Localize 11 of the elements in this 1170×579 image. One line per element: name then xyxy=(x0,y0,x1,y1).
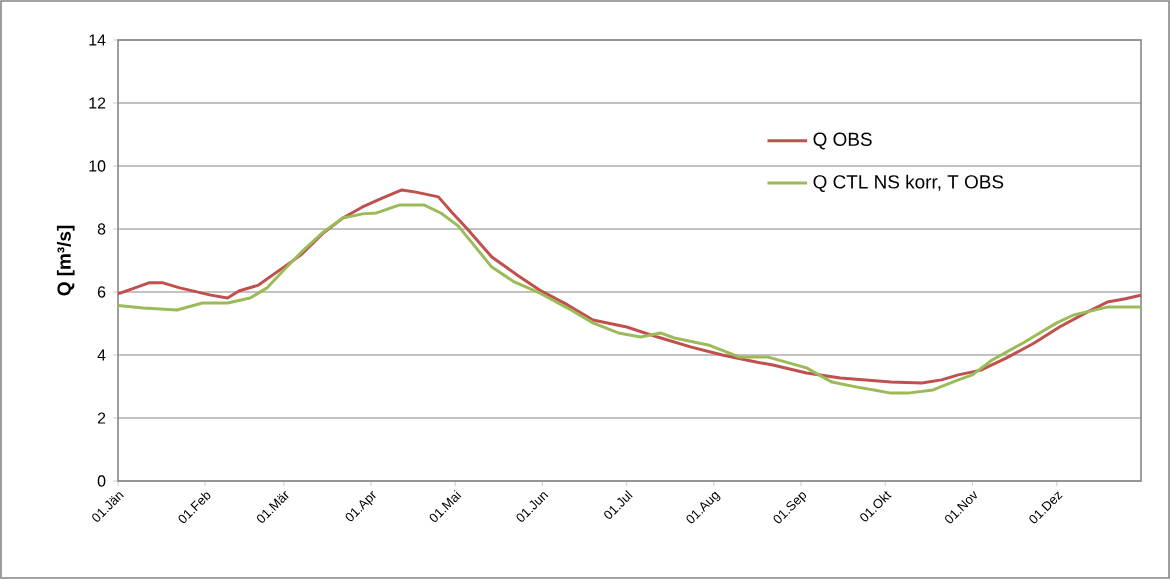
y-tick-label: 6 xyxy=(97,286,106,298)
y-axis-title: Q [m³/s] xyxy=(56,225,75,296)
y-tick-label: 10 xyxy=(89,160,106,172)
legend-label: Q CTL NS korr, T OBS xyxy=(813,174,1004,192)
y-tick-label: 12 xyxy=(89,97,106,109)
y-tick-label: 8 xyxy=(97,223,106,235)
y-tick-label: 4 xyxy=(97,349,106,361)
y-tick-label: 0 xyxy=(97,475,106,487)
y-tick-label: 14 xyxy=(89,34,106,46)
legend-label: Q OBS xyxy=(813,132,872,150)
y-tick-label: 2 xyxy=(97,412,106,424)
